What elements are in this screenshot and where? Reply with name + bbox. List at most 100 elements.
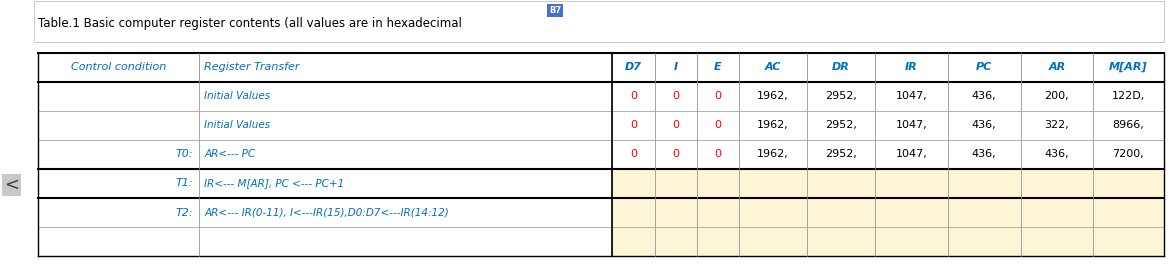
Bar <box>655 227 697 256</box>
Text: 0: 0 <box>714 120 721 130</box>
Bar <box>807 198 875 227</box>
Text: 0: 0 <box>714 149 721 159</box>
Text: 1047,: 1047, <box>895 149 928 159</box>
Bar <box>739 53 807 82</box>
Text: E: E <box>714 62 721 72</box>
Text: I: I <box>673 62 678 72</box>
Bar <box>612 82 655 111</box>
Bar <box>697 111 739 140</box>
Bar <box>1093 82 1164 111</box>
Text: IR<--- M[AR], PC <--- PC+1: IR<--- M[AR], PC <--- PC+1 <box>204 178 345 188</box>
Bar <box>739 169 807 198</box>
Text: 8966,: 8966, <box>1112 120 1145 130</box>
Bar <box>655 82 697 111</box>
Bar <box>38 111 199 140</box>
Bar <box>38 140 199 169</box>
Bar <box>807 169 875 198</box>
Bar <box>38 82 199 111</box>
Text: 0: 0 <box>630 149 637 159</box>
Bar <box>38 169 199 198</box>
Bar <box>1021 140 1093 169</box>
Bar <box>612 227 655 256</box>
Bar <box>948 169 1021 198</box>
Text: T1:: T1: <box>176 178 194 188</box>
Text: 436,: 436, <box>972 149 996 159</box>
Bar <box>697 227 739 256</box>
Bar <box>948 82 1021 111</box>
Text: T2:: T2: <box>176 208 194 218</box>
Text: T0:: T0: <box>176 149 194 159</box>
Bar <box>739 198 807 227</box>
Bar <box>1093 140 1164 169</box>
Text: 0: 0 <box>672 149 679 159</box>
Text: 436,: 436, <box>1045 149 1069 159</box>
Text: Initial Values: Initial Values <box>204 120 270 130</box>
Text: Table.1 Basic computer register contents (all values are in hexadecimal: Table.1 Basic computer register contents… <box>38 17 461 30</box>
Text: AR: AR <box>1049 62 1065 72</box>
Text: 1047,: 1047, <box>895 91 928 101</box>
Bar <box>948 227 1021 256</box>
Bar <box>1093 227 1164 256</box>
Text: Register Transfer: Register Transfer <box>204 62 299 72</box>
Bar <box>875 198 948 227</box>
Bar <box>199 53 612 82</box>
Text: Control condition: Control condition <box>70 62 167 72</box>
Bar <box>199 227 612 256</box>
Text: 1047,: 1047, <box>895 120 928 130</box>
Text: 2952,: 2952, <box>825 91 857 101</box>
Bar <box>807 111 875 140</box>
Bar <box>807 140 875 169</box>
Bar <box>1021 82 1093 111</box>
Bar <box>875 227 948 256</box>
Bar <box>697 198 739 227</box>
Text: M[AR]: M[AR] <box>1110 62 1147 72</box>
Bar <box>612 111 655 140</box>
Text: AR<--- IR(0-11), I<---IR(15),D0:D7<---IR(14:12): AR<--- IR(0-11), I<---IR(15),D0:D7<---IR… <box>204 208 449 218</box>
Text: 436,: 436, <box>972 91 996 101</box>
Bar <box>697 169 739 198</box>
Bar <box>655 140 697 169</box>
Text: 2952,: 2952, <box>825 149 857 159</box>
Text: AC: AC <box>765 62 781 72</box>
Bar <box>875 169 948 198</box>
Text: DR: DR <box>832 62 850 72</box>
Bar <box>948 111 1021 140</box>
Bar <box>1093 111 1164 140</box>
Bar <box>739 227 807 256</box>
Bar <box>1093 169 1164 198</box>
Text: 436,: 436, <box>972 120 996 130</box>
Bar <box>38 198 199 227</box>
Text: 322,: 322, <box>1044 120 1070 130</box>
Bar <box>612 198 655 227</box>
Bar <box>1093 53 1164 82</box>
Text: D7: D7 <box>625 62 642 72</box>
Text: 200,: 200, <box>1045 91 1069 101</box>
Bar <box>807 53 875 82</box>
Bar <box>948 53 1021 82</box>
Text: 1962,: 1962, <box>757 120 789 130</box>
Text: 0: 0 <box>714 91 721 101</box>
Text: AR<--- PC: AR<--- PC <box>204 149 256 159</box>
Bar <box>612 140 655 169</box>
Text: 1962,: 1962, <box>757 149 789 159</box>
Text: 2952,: 2952, <box>825 120 857 130</box>
Bar <box>612 169 655 198</box>
Bar <box>807 227 875 256</box>
Bar <box>655 169 697 198</box>
Text: Initial Values: Initial Values <box>204 91 270 101</box>
Bar <box>199 111 612 140</box>
Text: 1962,: 1962, <box>757 91 789 101</box>
Text: 7200,: 7200, <box>1112 149 1145 159</box>
Bar <box>697 82 739 111</box>
Bar <box>1021 227 1093 256</box>
Bar <box>948 140 1021 169</box>
Bar <box>199 198 612 227</box>
Bar <box>875 53 948 82</box>
Text: 0: 0 <box>630 120 637 130</box>
Text: 0: 0 <box>672 120 679 130</box>
Bar <box>948 198 1021 227</box>
Bar <box>875 111 948 140</box>
Bar <box>655 198 697 227</box>
Bar <box>34 1 1164 42</box>
Bar <box>655 53 697 82</box>
